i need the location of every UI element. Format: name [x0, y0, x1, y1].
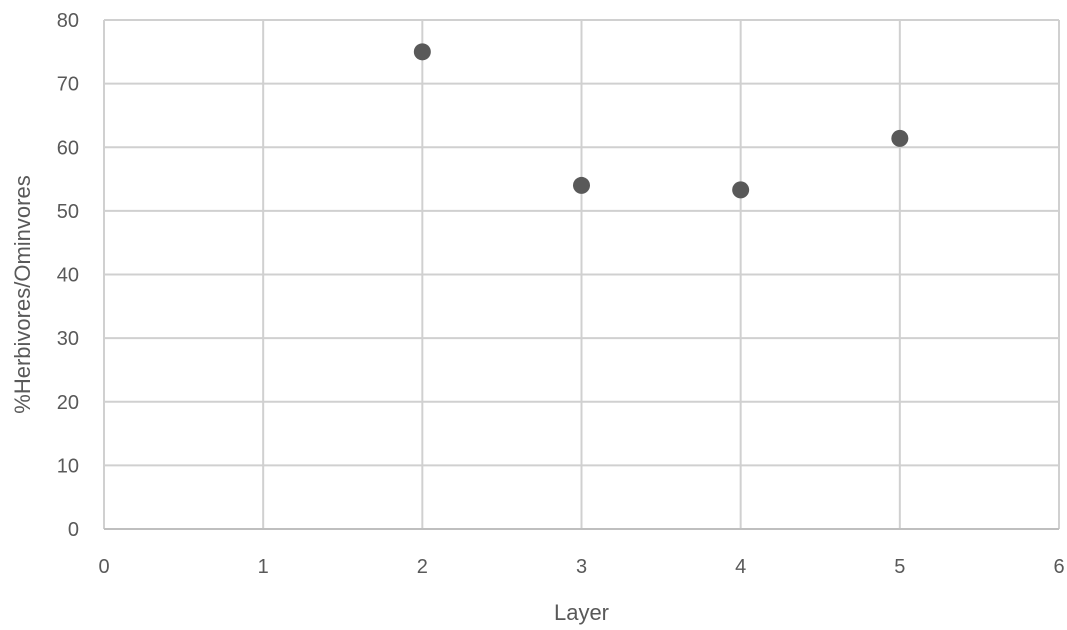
grid — [103, 19, 1060, 529]
data-point — [413, 43, 431, 61]
tick-labels: 0 10 20 30 40 50 60 70 80 0 1 2 3 4 5 6 — [57, 10, 1065, 578]
x-tick-label: 2 — [417, 556, 428, 578]
y-tick-label: 50 — [57, 201, 79, 223]
data-point — [732, 181, 750, 199]
x-tick-label: 6 — [1053, 556, 1064, 578]
y-tick-label: 40 — [57, 265, 79, 287]
y-tick-label: 20 — [57, 392, 79, 414]
x-tick-label: 0 — [98, 556, 109, 578]
y-tick-label: 80 — [57, 10, 79, 32]
y-tick-label: 60 — [57, 137, 79, 159]
y-tick-label: 30 — [57, 328, 79, 350]
data-point — [891, 129, 909, 147]
data-point — [573, 176, 590, 194]
y-tick-label: 10 — [57, 455, 79, 477]
y-tick-label: 0 — [68, 519, 79, 541]
x-axis-title: Layer — [554, 600, 609, 625]
y-axis-title: %Herbivores/Ominvores — [10, 175, 35, 413]
data-points — [413, 43, 909, 199]
x-tick-label: 4 — [735, 556, 746, 578]
x-tick-label: 5 — [894, 556, 905, 578]
y-tick-label: 70 — [57, 74, 79, 96]
x-tick-label: 1 — [258, 556, 269, 578]
x-tick-label: 3 — [576, 556, 587, 578]
